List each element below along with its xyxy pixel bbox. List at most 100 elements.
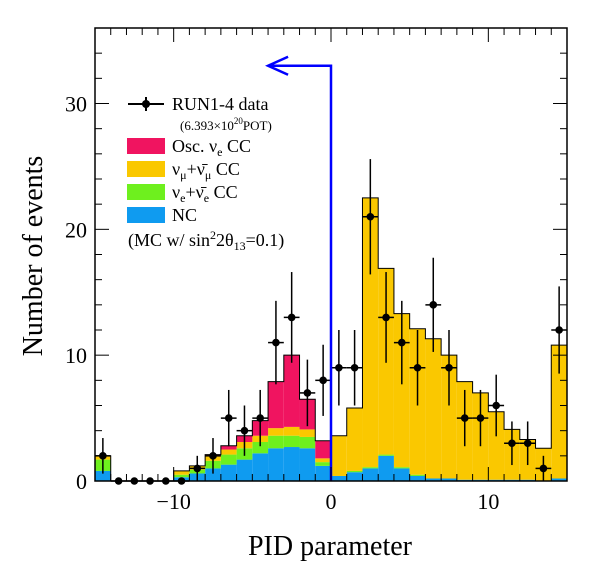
bar-2-22 <box>441 355 457 479</box>
y-axis-title: Number of events <box>18 156 49 357</box>
legend-entry-nc: NC <box>127 205 197 225</box>
data-point-26 <box>504 421 520 466</box>
data-point-22 <box>441 330 457 406</box>
data-point-14 <box>315 344 331 416</box>
data-marker-9 <box>240 426 249 435</box>
data-marker-18 <box>382 313 390 322</box>
bar-3-8 <box>220 445 237 450</box>
axis-ticks <box>94 27 568 482</box>
arrow-head <box>265 55 289 76</box>
arrow-line <box>268 64 333 481</box>
legend-entry-osc-nue: Osc. νe CC <box>127 136 251 159</box>
bar-0-9 <box>236 459 253 481</box>
bar-2-14 <box>315 458 331 463</box>
bar-2-25 <box>488 411 505 480</box>
bar-0-18 <box>378 455 394 481</box>
data-point-13 <box>299 359 316 427</box>
data-marker-8 <box>224 414 233 422</box>
y-tick-label: 20 <box>65 217 87 242</box>
bar-1-14 <box>315 462 331 466</box>
bar-2-13 <box>299 429 316 437</box>
data-marker-24 <box>476 414 485 422</box>
bar-1-11 <box>268 435 284 449</box>
legend-nue-label: νe+ν̄e CC <box>172 182 238 205</box>
bar-0-20 <box>409 475 426 481</box>
bar-1-12 <box>283 435 300 448</box>
data-marker-23 <box>460 414 469 422</box>
y-tick-label: 30 <box>65 92 87 117</box>
data-marker-25 <box>492 401 501 410</box>
bar-0-29 <box>551 478 567 481</box>
bar-1-16 <box>346 470 363 473</box>
bar-3-11 <box>268 381 284 429</box>
data-marker-6 <box>193 464 202 473</box>
legend-entry-numu: νμ+ν̄μ CC <box>127 159 240 182</box>
data-point-20 <box>409 330 426 406</box>
data-point-12 <box>283 272 300 363</box>
legend-data-label: RUN1-4 data <box>172 94 268 114</box>
bar-2-19 <box>393 313 410 468</box>
legend-entry-nue: νe+ν̄e CC <box>127 182 238 205</box>
data-point-24 <box>472 389 489 447</box>
data-point-17 <box>362 159 379 275</box>
bar-0-10 <box>252 453 269 481</box>
data-marker-14 <box>319 376 327 385</box>
data-marker-7 <box>209 452 217 460</box>
bar-0-21 <box>425 478 442 481</box>
bar-0-8 <box>220 464 237 481</box>
data-marker-19 <box>398 338 406 347</box>
data-point-10 <box>252 389 269 447</box>
bar-2-11 <box>268 428 284 436</box>
histogram-outline <box>94 197 568 482</box>
data-point-15 <box>331 330 347 406</box>
data-point-6 <box>189 455 206 481</box>
data-point-28 <box>535 455 552 481</box>
x-tick-label: −10 <box>156 489 190 514</box>
x-axis-title: PID parameter <box>248 531 413 562</box>
bar-1-8 <box>220 454 237 465</box>
bar-0-14 <box>315 465 331 481</box>
data-marker-26 <box>508 439 516 448</box>
bar-3-12 <box>283 355 300 427</box>
legend-nc-label: NC <box>172 205 197 225</box>
tick-labels: −10 0 10 0 10 20 30 <box>65 92 499 515</box>
bar-2-16 <box>346 408 363 471</box>
bar-0-0 <box>95 470 111 481</box>
bar-2-5 <box>173 470 190 475</box>
data-point-25 <box>488 374 505 437</box>
data-marker-20 <box>413 363 422 372</box>
bar-1-19 <box>393 467 410 469</box>
data-marker-29 <box>555 326 563 334</box>
cut-arrow <box>265 55 333 481</box>
data-marker-27 <box>523 439 532 448</box>
bar-2-12 <box>283 426 300 436</box>
bar-0-16 <box>346 472 363 481</box>
bar-0-15 <box>331 475 347 481</box>
bar-3-14 <box>315 440 331 459</box>
data-point-8 <box>220 389 237 447</box>
legend-entry-data: RUN1-4 data <box>128 94 268 114</box>
bar-2-8 <box>220 449 237 455</box>
legend-numu-label: νμ+ν̄μ CC <box>172 159 240 182</box>
bar-0-22 <box>441 478 457 481</box>
data-marker-15 <box>335 363 343 372</box>
bar-0-17 <box>362 468 379 481</box>
data-point-7 <box>205 438 221 474</box>
data-point-9 <box>236 405 253 456</box>
legend-pot-label: (6.393×1020POT) <box>180 116 272 133</box>
bar-1-17 <box>362 467 379 469</box>
legend-mc-label: (MC w/ sin22θ13=0.1) <box>128 228 284 253</box>
data-point-19 <box>393 300 410 385</box>
legend: RUN1-4 data (6.393×1020POT) Osc. νe CC ν… <box>127 94 284 253</box>
bar-2-21 <box>425 338 442 479</box>
legend-osc-label: Osc. νe CC <box>172 136 251 159</box>
data-marker-0 <box>99 452 107 460</box>
data-marker-28 <box>539 464 548 473</box>
bar-1-13 <box>299 436 316 449</box>
data-marker-22 <box>445 363 453 372</box>
bar-2-15 <box>331 435 347 476</box>
x-tick-label: 0 <box>326 489 337 514</box>
bar-1-20 <box>409 474 426 476</box>
bar-0-12 <box>283 447 300 481</box>
